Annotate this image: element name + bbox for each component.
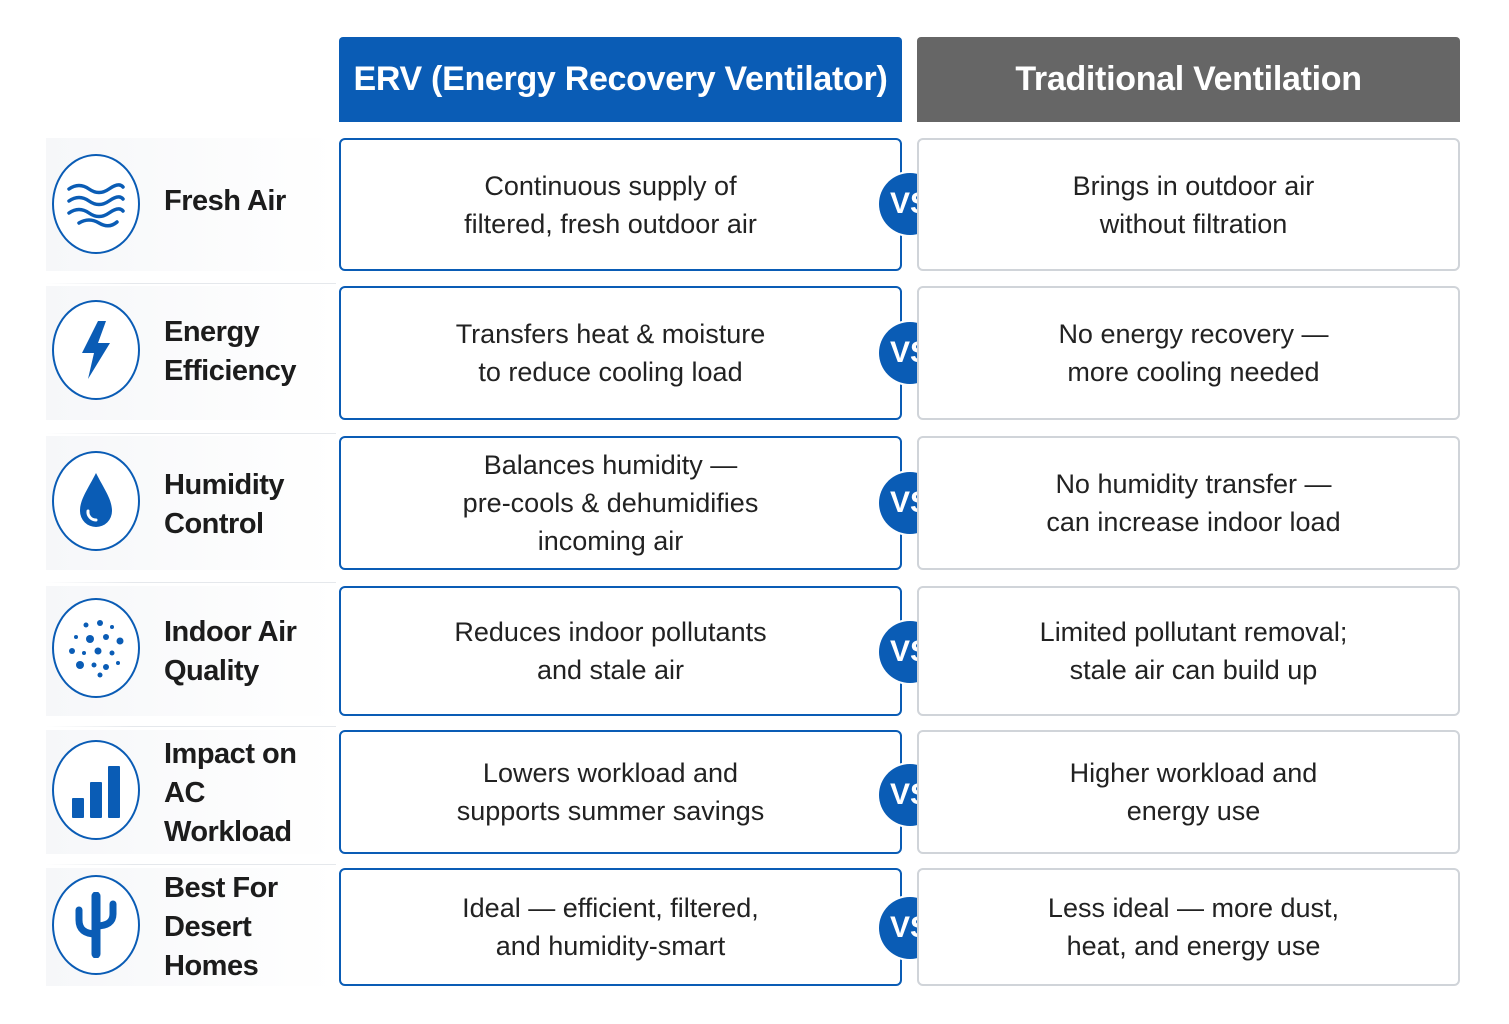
row-label-impact-on-ac-workload: Impact on AC Workload: [164, 737, 297, 848]
traditional-cell: Less ideal — more dust, heat, and energy…: [917, 868, 1460, 986]
particles-icon: [52, 598, 140, 698]
row-divider: [46, 283, 336, 284]
traditional-cell: No humidity transfer — can increase indo…: [917, 436, 1460, 570]
lightning-bolt-icon: [52, 300, 140, 400]
traditional-cell: No energy recovery — more cooling needed: [917, 286, 1460, 420]
row-divider: [46, 726, 336, 727]
erv-cell: Reduces indoor pollutants and stale air: [339, 586, 902, 716]
row-label-humidity-control: Humidity Control: [164, 469, 285, 540]
row-label-indoor-air-quality: Indoor Air Quality: [164, 616, 297, 687]
erv-cell: Transfers heat & moisture to reduce cool…: [339, 286, 902, 420]
erv-cell: Lowers workload and supports summer savi…: [339, 730, 902, 854]
cactus-icon: [52, 875, 140, 975]
row-divider: [46, 582, 336, 583]
air-waves-icon: [52, 154, 140, 254]
row-divider: [46, 864, 336, 865]
erv-column-header: ERV (Energy Recovery Ventilator): [339, 37, 902, 122]
erv-cell: Ideal — efficient, filtered, and humidit…: [339, 868, 902, 986]
traditional-column-header: Traditional Ventilation: [917, 37, 1460, 122]
bar-chart-icon: [52, 740, 140, 840]
traditional-cell: Brings in outdoor air without filtration: [917, 138, 1460, 271]
row-label-best-for-desert-homes: Best For Desert Homes: [164, 871, 278, 982]
erv-cell: Balances humidity — pre-cools & dehumidi…: [339, 436, 902, 570]
traditional-cell: Limited pollutant removal; stale air can…: [917, 586, 1460, 716]
erv-cell: Continuous supply of filtered, fresh out…: [339, 138, 902, 271]
traditional-cell: Higher workload and energy use: [917, 730, 1460, 854]
row-divider: [46, 433, 336, 434]
row-label-fresh-air: Fresh Air: [164, 184, 286, 217]
row-label-energy-efficiency: Energy Efficiency: [164, 316, 297, 387]
water-drop-icon: [52, 451, 140, 551]
